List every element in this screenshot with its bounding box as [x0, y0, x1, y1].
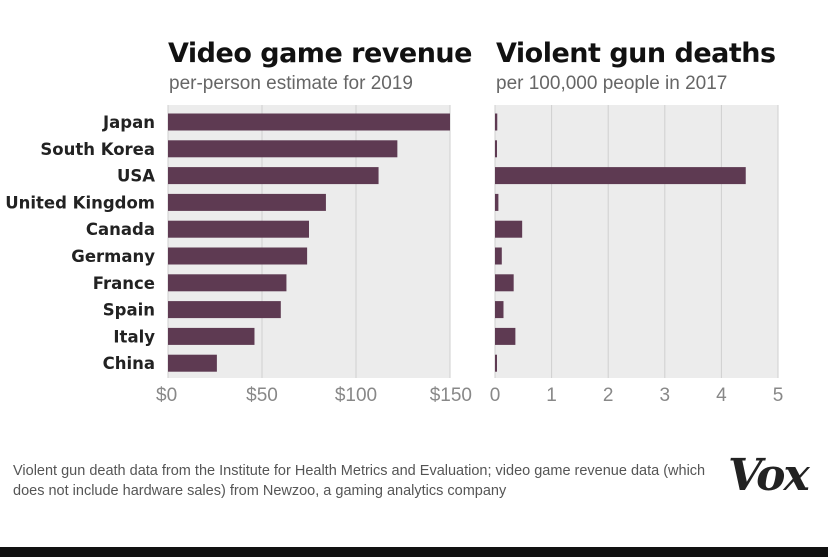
- bar-gun-deaths: [495, 113, 498, 131]
- category-label: Spain: [103, 301, 155, 320]
- bar-revenue: [168, 301, 281, 319]
- bar-gun-deaths: [495, 247, 502, 265]
- category-label: Japan: [102, 113, 155, 132]
- chart-subtitle-gun-deaths: per 100,000 people in 2017: [496, 73, 728, 94]
- bar-revenue: [168, 167, 379, 185]
- chart-title-gun-deaths: Violent gun deaths: [496, 38, 776, 69]
- bar-gun-deaths: [495, 193, 499, 211]
- source-note: Violent gun death data from the Institut…: [13, 463, 706, 499]
- category-label: Canada: [86, 220, 155, 239]
- plot-background-gun-deaths: [495, 105, 778, 378]
- bar-revenue: [168, 247, 308, 265]
- tick-label-revenue: $150: [430, 385, 472, 406]
- tick-label-gun-deaths: 1: [546, 385, 557, 406]
- chart-title-revenue: Video game revenue: [168, 38, 472, 69]
- bar-gun-deaths: [495, 274, 514, 292]
- bar-revenue: [168, 113, 450, 131]
- chart-subtitle-revenue: per-person estimate for 2019: [169, 73, 413, 94]
- bottom-bar: [0, 547, 828, 557]
- tick-label-revenue: $0: [156, 385, 177, 406]
- bar-revenue: [168, 327, 255, 345]
- category-label: Germany: [71, 247, 155, 266]
- bar-gun-deaths: [495, 301, 504, 319]
- tick-label-gun-deaths: 5: [773, 385, 784, 406]
- category-label: USA: [117, 167, 155, 186]
- category-label: France: [93, 274, 155, 293]
- bar-revenue: [168, 274, 287, 292]
- category-label: China: [103, 354, 155, 373]
- bar-gun-deaths: [495, 140, 497, 158]
- tick-label-gun-deaths: 4: [716, 385, 727, 406]
- bar-revenue: [168, 354, 217, 372]
- bar-gun-deaths: [495, 167, 746, 185]
- bar-revenue: [168, 193, 326, 211]
- tick-label-gun-deaths: 2: [603, 385, 614, 406]
- bar-revenue: [168, 140, 398, 158]
- tick-label-gun-deaths: 0: [490, 385, 501, 406]
- tick-label-gun-deaths: 3: [660, 385, 671, 406]
- tick-label-revenue: $50: [246, 385, 278, 406]
- vox-logo: Vox: [728, 450, 810, 501]
- category-label: United Kingdom: [5, 193, 155, 212]
- bar-gun-deaths: [495, 220, 523, 238]
- bar-revenue: [168, 220, 309, 238]
- bar-gun-deaths: [495, 327, 516, 345]
- bar-gun-deaths: [495, 354, 497, 372]
- category-label: South Korea: [40, 140, 155, 159]
- tick-label-revenue: $100: [335, 385, 377, 406]
- category-label: Italy: [113, 327, 155, 346]
